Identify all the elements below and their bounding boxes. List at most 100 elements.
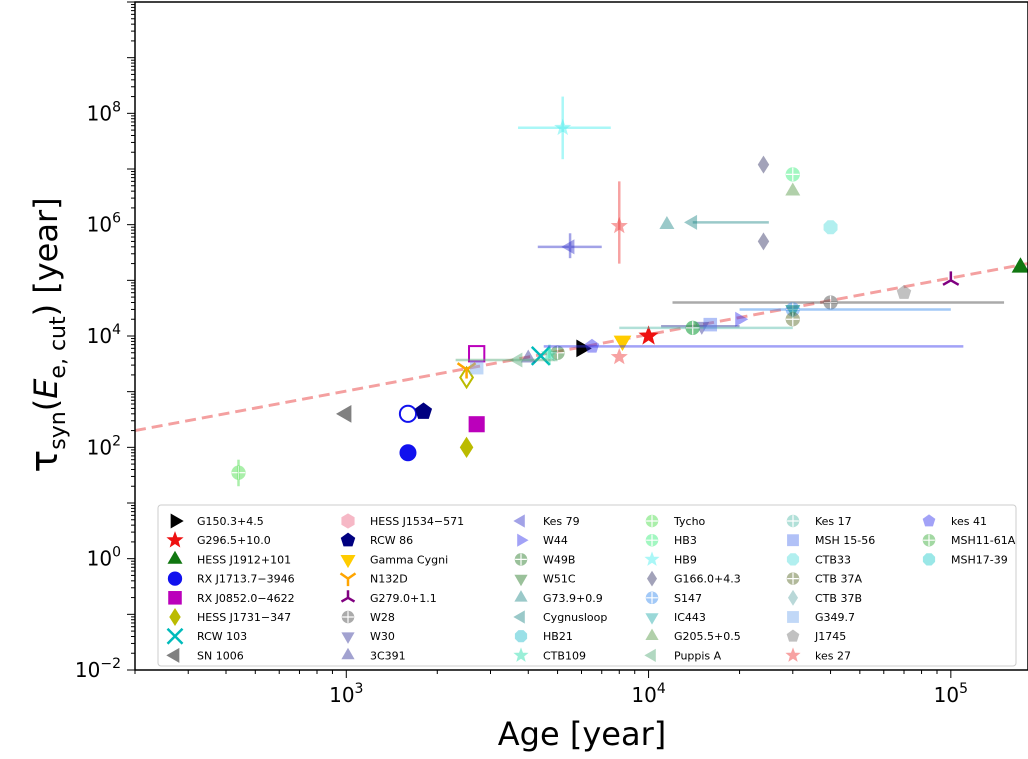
fit-line bbox=[134, 262, 1028, 433]
legend-item: G349.7 bbox=[787, 611, 855, 624]
fit-line-layer bbox=[134, 262, 1028, 433]
data-point bbox=[613, 335, 632, 352]
legend-marker bbox=[341, 610, 355, 624]
legend-marker bbox=[340, 532, 356, 547]
legend-label: MSH11-61A bbox=[951, 534, 1016, 547]
tick-label-base: 10 bbox=[87, 547, 112, 571]
tick-label-base: 10 bbox=[87, 324, 112, 348]
legend-label: SN 1006 bbox=[197, 649, 244, 662]
tick-label: 104 bbox=[631, 681, 665, 707]
legend-label: G279.0+1.1 bbox=[370, 592, 437, 605]
legend-marker bbox=[167, 550, 183, 564]
legend-marker bbox=[514, 590, 528, 602]
legend-item: G205.5+0.5 bbox=[645, 628, 741, 643]
legend-item: CTB 37A bbox=[786, 572, 862, 586]
legend-item: MSH11-61A bbox=[922, 533, 1016, 547]
legend-item: HB21 bbox=[514, 630, 573, 643]
y-axis-title-open: ( bbox=[27, 399, 65, 411]
legend-marker bbox=[645, 591, 659, 605]
data-point bbox=[540, 345, 559, 362]
data-point bbox=[757, 232, 770, 251]
legend-marker bbox=[786, 553, 800, 566]
legend-marker bbox=[168, 591, 182, 605]
legend-marker bbox=[340, 590, 356, 603]
data-point bbox=[468, 345, 486, 363]
data-point bbox=[942, 271, 960, 286]
legend-item: CTB109 bbox=[513, 647, 586, 662]
legend-marker bbox=[514, 630, 528, 643]
legend-item: Gamma Cygni bbox=[340, 553, 448, 569]
data-point bbox=[576, 339, 592, 358]
data-point bbox=[550, 345, 565, 360]
y-axis-title-tau: τ bbox=[22, 450, 66, 473]
tick-label-exponent: 3 bbox=[355, 681, 364, 697]
legend-label: G150.3+4.5 bbox=[197, 515, 264, 528]
legend-label: RCW 103 bbox=[197, 630, 247, 643]
legend-label: Gamma Cygni bbox=[370, 553, 448, 566]
legend-marker bbox=[787, 534, 799, 547]
y-axis-title-esub: e, cut bbox=[46, 316, 71, 379]
error-bar bbox=[518, 96, 611, 160]
legend-label: G73.9+0.9 bbox=[543, 592, 603, 605]
legend-item: Tycho bbox=[645, 514, 706, 528]
legend-label: kes 41 bbox=[951, 515, 987, 528]
data-point bbox=[785, 182, 801, 196]
legend-item: G279.0+1.1 bbox=[340, 590, 437, 605]
data-point bbox=[231, 465, 246, 480]
legend-marker bbox=[787, 611, 799, 623]
error-bar bbox=[537, 233, 602, 259]
legend-label: CTB 37A bbox=[815, 573, 862, 586]
legend-marker bbox=[645, 533, 659, 547]
data-point bbox=[530, 345, 551, 366]
y-axis-title-close: ) bbox=[27, 304, 65, 316]
data-point bbox=[785, 302, 800, 317]
data-point bbox=[685, 320, 700, 336]
data-points-layer bbox=[231, 96, 1028, 487]
legend-marker bbox=[514, 574, 528, 587]
legend-marker bbox=[786, 572, 800, 585]
legend-item: J1745 bbox=[786, 629, 846, 643]
legend-marker bbox=[922, 514, 936, 527]
tick-label-base: 10 bbox=[87, 435, 112, 459]
legend-label: MSH 15-56 bbox=[815, 534, 875, 547]
legend-label: RX J1713.7−3946 bbox=[197, 573, 295, 586]
data-point bbox=[414, 402, 433, 419]
data-point bbox=[896, 285, 912, 299]
tick-label-base: 10 bbox=[631, 683, 656, 707]
data-point bbox=[336, 404, 352, 423]
legend-label: HESS J1731−347 bbox=[197, 611, 291, 624]
legend-item: W30 bbox=[341, 630, 395, 644]
tick-label: 106 bbox=[87, 211, 121, 237]
tick-label-exponent: 4 bbox=[112, 322, 121, 338]
legend-marker bbox=[517, 533, 529, 547]
legend-label: MSH17-39 bbox=[951, 553, 1008, 566]
legend-label: HB9 bbox=[674, 553, 697, 566]
legend-label: HESS J1912+101 bbox=[197, 553, 291, 566]
legend-item: G296.5+10.0 bbox=[166, 531, 271, 548]
y-axis-title-sub: syn bbox=[46, 411, 71, 449]
y-axis-title-e: E bbox=[27, 378, 65, 399]
data-point bbox=[398, 404, 418, 423]
legend-item: W49B bbox=[514, 553, 575, 566]
legend-label: S147 bbox=[674, 592, 702, 605]
legend-item: HESS J1534−571 bbox=[341, 513, 464, 529]
data-point bbox=[703, 317, 718, 332]
legend-item: kes 41 bbox=[922, 514, 987, 528]
data-point bbox=[735, 311, 749, 327]
legend-label: HESS J1534−571 bbox=[370, 515, 464, 528]
legend-label: Tycho bbox=[673, 515, 706, 528]
tick-label: 100 bbox=[87, 545, 121, 571]
tick-label-exponent: 0 bbox=[112, 545, 121, 561]
legend-label: Kes 79 bbox=[543, 515, 580, 528]
legend-item: G73.9+0.9 bbox=[514, 590, 603, 605]
legend-item: RX J0852.0−4622 bbox=[168, 591, 295, 605]
legend-label: 3C391 bbox=[370, 649, 406, 662]
legend-label: CTB109 bbox=[543, 649, 586, 662]
legend: G150.3+4.5 G296.5+10.0 HESS J1912+101 RX J1… bbox=[157, 504, 1017, 667]
legend-label: W49B bbox=[543, 553, 575, 566]
legend-label: CTB33 bbox=[815, 553, 851, 566]
tick-label-base: 10 bbox=[75, 658, 100, 682]
legend-marker bbox=[514, 553, 528, 566]
tick-label-exponent: −2 bbox=[100, 656, 121, 672]
